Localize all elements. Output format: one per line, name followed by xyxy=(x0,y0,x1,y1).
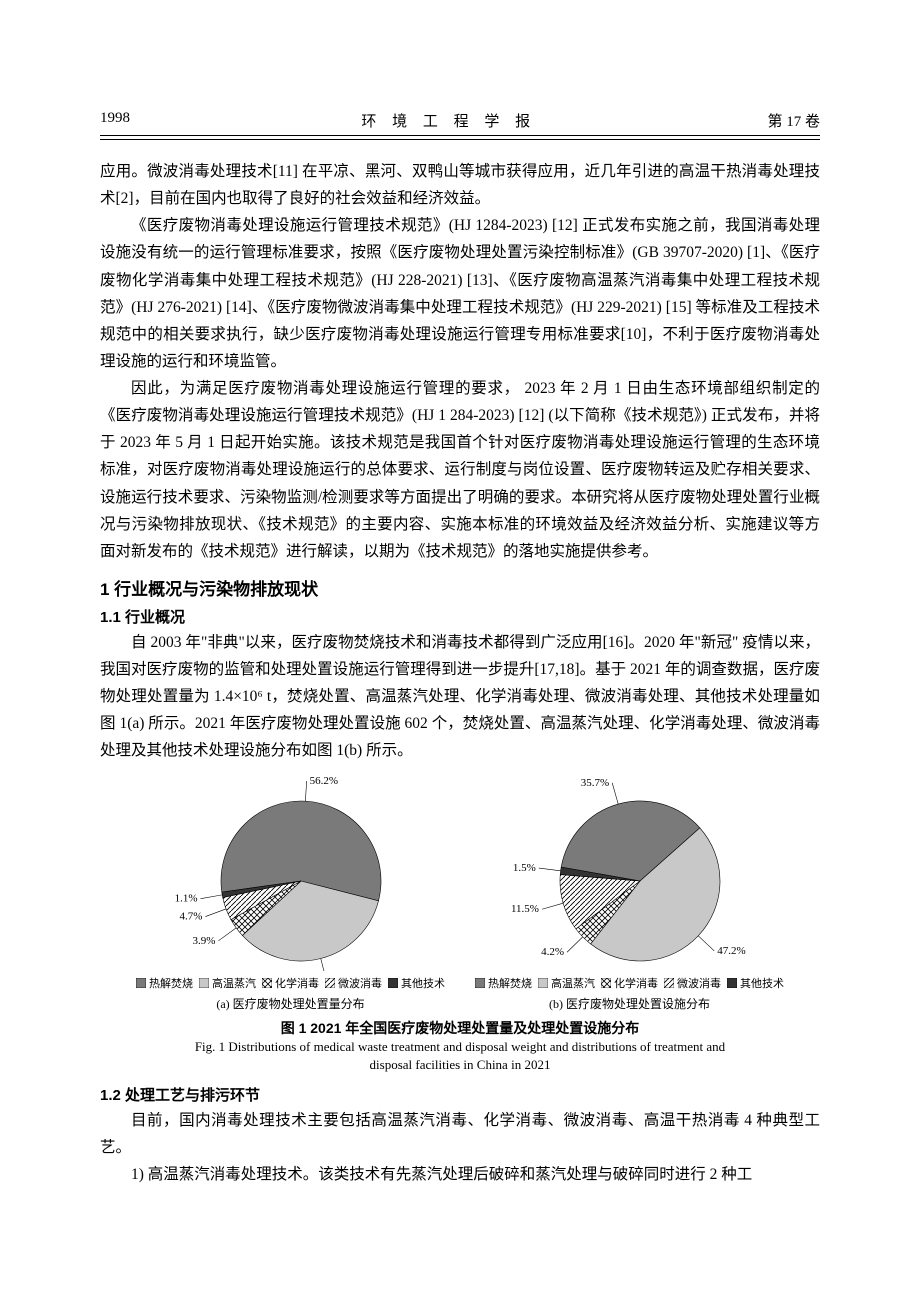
legend-label: 其他技术 xyxy=(401,975,445,991)
paragraph-2: 《医疗废物消毒处理设施运行管理技术规范》(HJ 1284-2023) [12] … xyxy=(100,212,820,375)
pie-label: 4.2% xyxy=(541,946,564,958)
legend-label: 热解焚烧 xyxy=(488,975,532,991)
journal-name: 环 境 工 程 学 报 xyxy=(361,110,536,131)
legend-label: 化学消毒 xyxy=(275,975,319,991)
subcaption-a: (a) 医疗废物处理处置量分布 xyxy=(216,995,364,1012)
legend-a: 热解焚烧 高温蒸汽 化学消毒 微波消毒 其他技术 xyxy=(136,975,445,991)
pie-label: 56.2% xyxy=(309,775,337,787)
paragraph-6: 1) 高温蒸汽消毒处理技术。该类技术有先蒸汽处理后破碎和蒸汽处理与破碎同时进行 … xyxy=(100,1161,820,1188)
pie-label: 1.1% xyxy=(174,892,197,904)
header-rule xyxy=(100,135,820,140)
legend-item: 化学消毒 xyxy=(262,975,319,991)
figure-title-cn: 图 1 2021 年全国医疗废物处理处置量及处理处置设施分布 xyxy=(100,1018,820,1038)
section-1-1-heading: 1.1 行业概况 xyxy=(100,606,820,627)
legend-item: 热解焚烧 xyxy=(475,975,532,991)
pie-label: 1.5% xyxy=(512,862,535,874)
figure-1a: 56.2%34.1%3.9%4.7%1.1% 热解焚烧高温蒸汽化学消毒微波消毒其… xyxy=(136,771,445,1012)
volume: 第 17 卷 xyxy=(767,110,820,131)
pie-label: 4.7% xyxy=(179,910,202,922)
paragraph-3: 因此，为满足医疗废物消毒处理设施运行管理的要求， 2023 年 2 月 1 日由… xyxy=(100,375,820,565)
legend-label: 微波消毒 xyxy=(338,975,382,991)
section-1-2-heading: 1.2 处理工艺与排污环节 xyxy=(100,1084,820,1105)
legend-item: 热解焚烧 xyxy=(136,975,193,991)
pie-label: 11.5% xyxy=(510,903,538,915)
running-header: 1998 环 境 工 程 学 报 第 17 卷 xyxy=(100,110,820,135)
figure-1b: 35.7% 47.2% 4.2% 11.5% 1.5% 热解焚烧 高温蒸汽 化学消毒 微波消毒… xyxy=(475,771,784,1012)
paragraph-4: 自 2003 年"非典"以来，医疗废物焚烧技术和消毒技术都得到广泛应用[16]。… xyxy=(100,629,820,765)
pie-chart-a: 56.2%34.1%3.9%4.7%1.1% xyxy=(161,771,421,971)
legend-label: 热解焚烧 xyxy=(149,975,193,991)
figure-title-en-2: disposal facilities in China in 2021 xyxy=(100,1056,820,1074)
legend-b: 热解焚烧 高温蒸汽 化学消毒 微波消毒 其他技术 xyxy=(475,975,784,991)
page-number: 1998 xyxy=(100,110,130,131)
section-1-heading: 1 行业概况与污染物排放现状 xyxy=(100,575,820,600)
legend-item: 其他技术 xyxy=(388,975,445,991)
legend-label: 其他技术 xyxy=(740,975,784,991)
legend-item: 化学消毒 xyxy=(601,975,658,991)
paragraph-1: 应用。微波消毒处理技术[11] 在平凉、黑河、双鸭山等城市获得应用，近几年引进的… xyxy=(100,158,820,212)
legend-item: 高温蒸汽 xyxy=(538,975,595,991)
subcaption-b: (b) 医疗废物处理处置设施分布 xyxy=(549,995,710,1012)
legend-label: 高温蒸汽 xyxy=(212,975,256,991)
pie-label: 3.9% xyxy=(192,934,215,946)
figure-title-en-1: Fig. 1 Distributions of medical waste tr… xyxy=(100,1038,820,1056)
legend-label: 化学消毒 xyxy=(614,975,658,991)
figure-1: 56.2%34.1%3.9%4.7%1.1% 热解焚烧高温蒸汽化学消毒微波消毒其… xyxy=(100,771,820,1012)
legend-item: 微波消毒 xyxy=(325,975,382,991)
legend-item: 高温蒸汽 xyxy=(199,975,256,991)
pie-chart-b: 35.7% 47.2% 4.2% 11.5% 1.5% xyxy=(500,771,760,971)
legend-label: 微波消毒 xyxy=(677,975,721,991)
page: 1998 环 境 工 程 学 报 第 17 卷 应用。微波消毒处理技术[11] … xyxy=(0,0,920,1248)
pie-label: 35.7% xyxy=(580,776,608,788)
pie-label: 47.2% xyxy=(717,944,745,956)
legend-item: 其他技术 xyxy=(727,975,784,991)
legend-item: 微波消毒 xyxy=(664,975,721,991)
paragraph-5: 目前，国内消毒处理技术主要包括高温蒸汽消毒、化学消毒、微波消毒、高温干热消毒 4… xyxy=(100,1107,820,1161)
legend-label: 高温蒸汽 xyxy=(551,975,595,991)
